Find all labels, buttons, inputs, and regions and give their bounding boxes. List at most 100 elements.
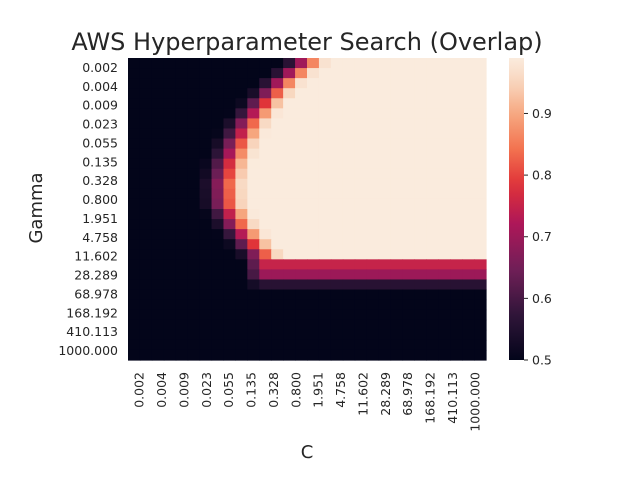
heatmap-cell xyxy=(247,299,260,311)
heatmap-cell xyxy=(390,299,404,311)
heatmap-cell xyxy=(163,259,177,270)
heatmap-cell xyxy=(175,299,189,311)
heatmap-cell xyxy=(438,239,451,250)
heatmap-cell xyxy=(259,309,272,321)
heatmap-cell xyxy=(235,198,248,210)
heatmap-cell xyxy=(426,249,439,260)
heatmap-cell xyxy=(187,138,201,150)
heatmap-cell xyxy=(223,108,236,119)
heatmap-cell xyxy=(259,108,272,119)
heatmap-cell xyxy=(330,289,344,301)
heatmap-cell xyxy=(199,68,213,79)
heatmap-cell xyxy=(223,148,236,160)
heatmap-cell xyxy=(211,88,225,99)
heatmap-cell xyxy=(211,118,225,130)
heatmap-cell xyxy=(163,349,177,361)
heatmap-cell xyxy=(211,339,225,351)
heatmap-cell xyxy=(426,269,439,281)
heatmap-cell xyxy=(366,138,380,150)
heatmap-cell xyxy=(474,329,487,341)
heatmap-cell xyxy=(402,259,415,270)
heatmap-cell xyxy=(474,259,487,270)
heatmap-cell xyxy=(462,279,475,291)
heatmap-cell xyxy=(366,299,380,311)
heatmap-cell xyxy=(378,279,392,291)
heatmap-cell xyxy=(163,279,177,291)
heatmap-cell xyxy=(271,289,284,301)
heatmap-cell xyxy=(414,279,427,291)
heatmap-cell xyxy=(128,279,141,291)
heatmap-cell xyxy=(307,349,320,361)
heatmap-cell xyxy=(187,339,201,351)
heatmap-cell xyxy=(390,279,404,291)
heatmap-cell xyxy=(211,188,225,200)
heatmap-cell xyxy=(295,58,308,69)
heatmap-cell xyxy=(199,219,213,230)
heatmap-cell xyxy=(390,108,404,119)
heatmap-cell xyxy=(474,309,487,321)
heatmap-cell xyxy=(414,78,427,89)
heatmap-cell xyxy=(139,118,153,130)
heatmap-cell xyxy=(163,249,177,260)
heatmap-cell xyxy=(450,289,463,301)
heatmap-cell xyxy=(438,269,451,281)
heatmap-cell xyxy=(378,98,392,109)
heatmap-cell xyxy=(187,329,201,341)
heatmap-cell xyxy=(199,118,213,130)
heatmap-cell xyxy=(187,289,201,301)
heatmap-cell xyxy=(390,329,404,341)
heatmap-cell xyxy=(271,188,284,200)
heatmap-cell xyxy=(295,249,308,260)
heatmap-cell xyxy=(151,98,165,109)
heatmap-cell xyxy=(247,289,260,301)
heatmap-cell xyxy=(426,138,439,150)
heatmap-cell xyxy=(462,98,475,109)
heatmap-cell xyxy=(390,168,404,180)
heatmap-cell xyxy=(211,249,225,260)
heatmap-cell xyxy=(151,108,165,119)
heatmap-cell xyxy=(247,219,260,230)
heatmap-cell xyxy=(259,198,272,210)
heatmap-cell xyxy=(342,108,356,119)
heatmap-cell xyxy=(211,178,225,190)
heatmap-cell xyxy=(354,128,368,140)
heatmap-cell xyxy=(199,319,213,331)
heatmap-cell xyxy=(211,299,225,311)
heatmap-cell xyxy=(438,68,451,79)
heatmap-cell xyxy=(211,78,225,89)
heatmap-cell xyxy=(438,108,451,119)
heatmap-cell xyxy=(295,68,308,79)
heatmap-cell xyxy=(295,118,308,130)
heatmap-cell xyxy=(187,209,201,220)
heatmap-cell xyxy=(223,269,236,281)
heatmap-cell xyxy=(330,339,344,351)
heatmap-cell xyxy=(235,88,248,99)
heatmap-cell xyxy=(211,269,225,281)
heatmap-cell xyxy=(426,158,439,170)
heatmap-cell xyxy=(402,239,415,250)
heatmap-cell xyxy=(330,198,344,210)
heatmap-cell xyxy=(223,198,236,210)
heatmap-cell xyxy=(307,78,320,89)
heatmap-cell xyxy=(259,128,272,140)
heatmap-cell xyxy=(163,188,177,200)
heatmap-cell xyxy=(450,209,463,220)
heatmap-cell xyxy=(318,269,332,281)
heatmap-cell xyxy=(450,319,463,331)
heatmap-cell xyxy=(307,178,320,190)
heatmap-cell xyxy=(163,158,177,170)
y-tick-label: 1.951 xyxy=(82,211,118,226)
heatmap-cell xyxy=(402,279,415,291)
heatmap-cell xyxy=(259,329,272,341)
heatmap-cell xyxy=(378,138,392,150)
heatmap-cell xyxy=(211,138,225,150)
heatmap-cell xyxy=(414,249,427,260)
heatmap-cell xyxy=(295,349,308,361)
heatmap-cell xyxy=(235,349,248,361)
heatmap-cell xyxy=(414,138,427,150)
heatmap-cell xyxy=(175,349,189,361)
heatmap-cell xyxy=(366,98,380,109)
heatmap-cell xyxy=(450,158,463,170)
heatmap-cell xyxy=(283,78,296,89)
heatmap-cell xyxy=(235,68,248,79)
